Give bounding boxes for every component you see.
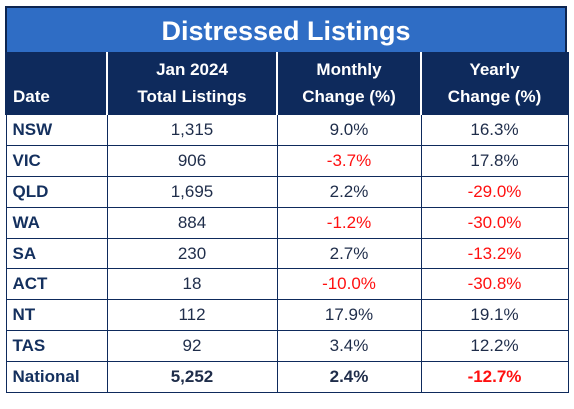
listings-cell: 92 xyxy=(106,330,278,363)
distressed-listings-table: Distressed Listings Date Jan 2024 Total … xyxy=(5,6,569,394)
yearly-change-cell: 17.8% xyxy=(420,144,569,177)
listings-cell: 906 xyxy=(106,144,278,177)
table-row: VIC 906 -3.7% 17.8% xyxy=(5,144,569,177)
header-yearly-change: Yearly Change (%) xyxy=(420,52,569,115)
monthly-change-cell: 2.4% xyxy=(276,361,422,394)
monthly-change-cell: -10.0% xyxy=(276,268,422,301)
header-monthly-change: Monthly Change (%) xyxy=(276,52,421,115)
state-cell: NT xyxy=(5,299,108,332)
state-cell: QLD xyxy=(5,175,108,208)
listings-cell: 230 xyxy=(106,237,278,270)
table-row: QLD 1,695 2.2% -29.0% xyxy=(5,175,569,208)
listings-cell: 18 xyxy=(106,268,278,301)
monthly-change-cell: 2.7% xyxy=(276,237,422,270)
state-cell: National xyxy=(5,361,108,394)
yearly-change-cell: -12.7% xyxy=(420,361,569,394)
table-title: Distressed Listings xyxy=(5,6,567,52)
state-cell: SA xyxy=(5,237,108,270)
state-cell: ACT xyxy=(5,268,108,301)
header-yearly-change-line1: Yearly xyxy=(469,60,520,79)
yearly-change-cell: 19.1% xyxy=(420,299,569,332)
listings-cell: 1,695 xyxy=(106,175,278,208)
monthly-change-cell: 9.0% xyxy=(276,114,422,146)
monthly-change-cell: 2.2% xyxy=(276,175,422,208)
monthly-change-cell: 3.4% xyxy=(276,330,422,363)
yearly-change-cell: -30.8% xyxy=(420,268,569,301)
header-row: Date Jan 2024 Total Listings Monthly Cha… xyxy=(5,52,569,115)
header-monthly-change-line2: Change (%) xyxy=(302,87,396,106)
header-yearly-change-line2: Change (%) xyxy=(447,87,542,106)
state-cell: VIC xyxy=(5,144,108,177)
table-row: WA 884 -1.2% -30.0% xyxy=(5,206,569,239)
listings-cell: 112 xyxy=(106,299,278,332)
header-total-listings-line2: Total Listings xyxy=(137,87,247,106)
listings-table: Date Jan 2024 Total Listings Monthly Cha… xyxy=(5,52,569,394)
header-date: Date xyxy=(5,52,107,115)
table-row: National 5,252 2.4% -12.7% xyxy=(5,361,569,394)
header-monthly-change-line1: Monthly xyxy=(316,60,382,79)
state-cell: WA xyxy=(5,206,108,239)
yearly-change-cell: -30.0% xyxy=(420,206,569,239)
monthly-change-cell: -1.2% xyxy=(276,206,422,239)
table-row: ACT 18 -10.0% -30.8% xyxy=(5,268,569,301)
yearly-change-cell: -13.2% xyxy=(420,237,569,270)
monthly-change-cell: -3.7% xyxy=(276,144,422,177)
state-cell: NSW xyxy=(5,114,108,146)
listings-cell: 1,315 xyxy=(106,114,278,146)
listings-cell: 884 xyxy=(106,206,278,239)
header-total-listings-line1: Jan 2024 xyxy=(156,60,228,79)
table-row: TAS 92 3.4% 12.2% xyxy=(5,330,569,363)
monthly-change-cell: 17.9% xyxy=(276,299,422,332)
yearly-change-cell: 12.2% xyxy=(420,330,569,363)
header-total-listings: Jan 2024 Total Listings xyxy=(106,52,277,115)
table-row: NSW 1,315 9.0% 16.3% xyxy=(5,114,569,146)
yearly-change-cell: -29.0% xyxy=(420,175,569,208)
state-cell: TAS xyxy=(5,330,108,363)
listings-cell: 5,252 xyxy=(106,361,278,394)
table-row: SA 230 2.7% -13.2% xyxy=(5,237,569,270)
yearly-change-cell: 16.3% xyxy=(420,114,569,146)
table-row: NT 112 17.9% 19.1% xyxy=(5,299,569,332)
